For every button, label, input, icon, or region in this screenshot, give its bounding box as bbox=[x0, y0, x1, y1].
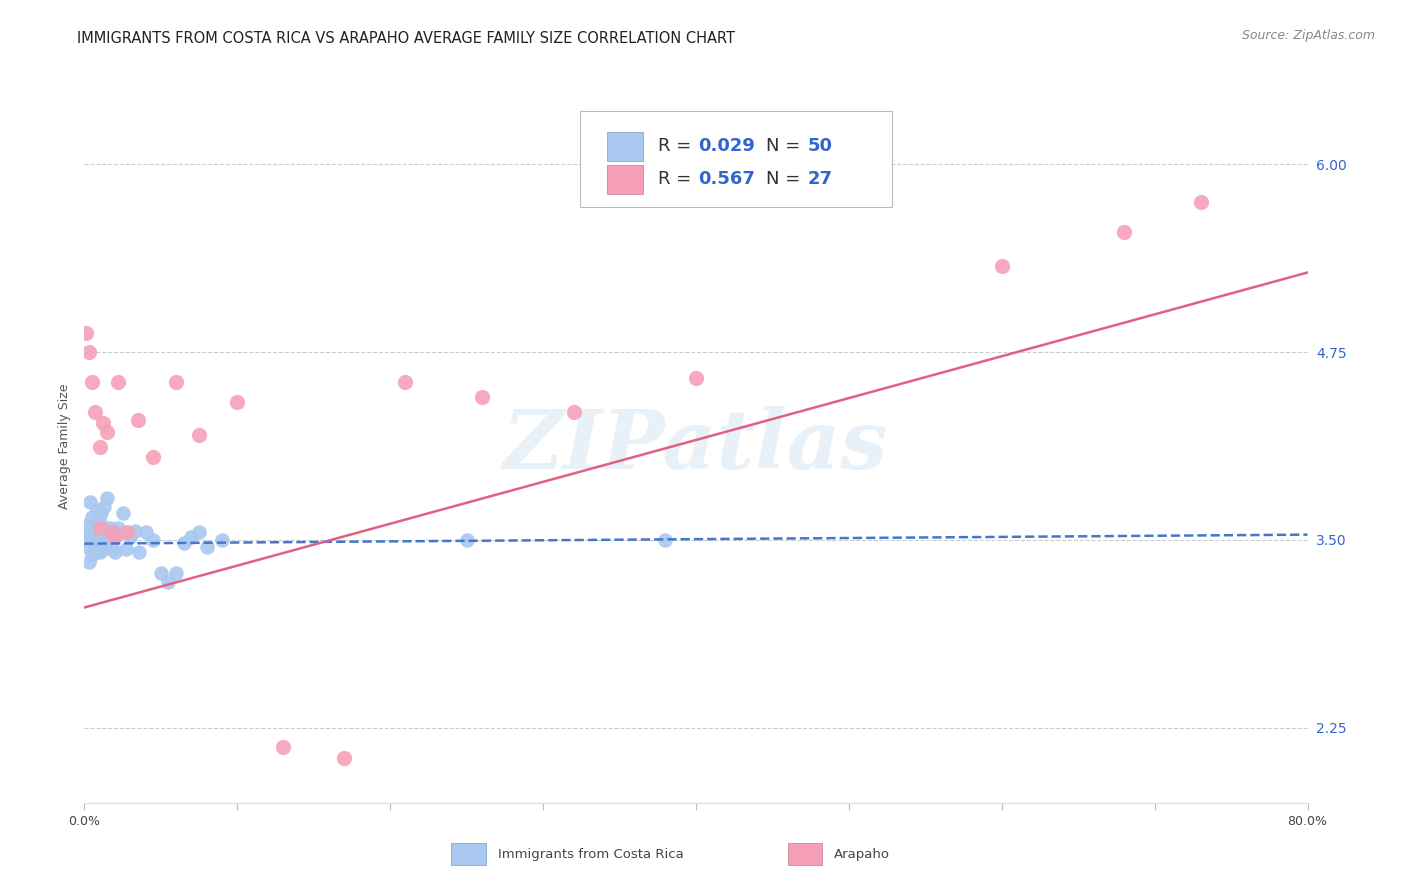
Point bbox=[77, 556, 100, 570]
Point bbox=[86, 503, 108, 517]
FancyBboxPatch shape bbox=[451, 844, 485, 865]
Point bbox=[211, 533, 233, 547]
Text: Arapaho: Arapaho bbox=[834, 847, 890, 861]
Point bbox=[838, 190, 860, 204]
Text: IMMIGRANTS FROM COSTA RICA VS ARAPAHO AVERAGE FAMILY SIZE CORRELATION CHART: IMMIGRANTS FROM COSTA RICA VS ARAPAHO AV… bbox=[77, 31, 735, 46]
Point bbox=[333, 750, 356, 764]
Point bbox=[80, 548, 103, 562]
Text: Source: ZipAtlas.com: Source: ZipAtlas.com bbox=[1241, 29, 1375, 42]
Point bbox=[173, 536, 195, 550]
Text: N =: N = bbox=[766, 170, 806, 188]
Point bbox=[991, 260, 1014, 274]
Point bbox=[94, 533, 117, 547]
Point bbox=[90, 530, 112, 544]
Text: R =: R = bbox=[658, 137, 697, 155]
FancyBboxPatch shape bbox=[606, 165, 644, 194]
Point bbox=[79, 495, 101, 509]
Text: 0.567: 0.567 bbox=[699, 170, 755, 188]
Point bbox=[107, 375, 129, 389]
Point bbox=[165, 375, 187, 389]
Point bbox=[394, 375, 416, 389]
Point bbox=[111, 506, 134, 520]
Point bbox=[101, 541, 124, 556]
FancyBboxPatch shape bbox=[579, 111, 891, 207]
Point bbox=[188, 525, 211, 540]
Point bbox=[84, 525, 107, 540]
Point bbox=[456, 533, 478, 547]
Text: 27: 27 bbox=[807, 170, 832, 188]
FancyBboxPatch shape bbox=[606, 132, 644, 161]
Point bbox=[89, 440, 111, 454]
FancyBboxPatch shape bbox=[787, 844, 823, 865]
Point bbox=[124, 524, 146, 538]
Point bbox=[80, 510, 103, 524]
Point bbox=[77, 525, 100, 540]
Text: 50: 50 bbox=[807, 137, 832, 155]
Point bbox=[97, 530, 120, 544]
Point bbox=[83, 533, 105, 547]
Point bbox=[93, 500, 115, 514]
Point bbox=[90, 506, 112, 520]
Point bbox=[115, 525, 138, 540]
Text: 0.029: 0.029 bbox=[699, 137, 755, 155]
Point bbox=[271, 740, 294, 755]
Point bbox=[86, 541, 108, 555]
Point bbox=[157, 574, 180, 589]
Point bbox=[142, 533, 165, 547]
Point bbox=[89, 545, 111, 559]
Point bbox=[128, 545, 150, 559]
Point bbox=[120, 530, 142, 544]
Y-axis label: Average Family Size: Average Family Size bbox=[58, 384, 72, 508]
Point bbox=[1114, 225, 1136, 239]
Point bbox=[101, 525, 124, 540]
Point bbox=[83, 517, 105, 532]
Point bbox=[87, 521, 110, 535]
Point bbox=[84, 405, 107, 419]
Point bbox=[87, 536, 110, 550]
Point bbox=[188, 427, 211, 442]
Point bbox=[107, 521, 129, 535]
Point bbox=[75, 533, 97, 547]
Point bbox=[654, 533, 676, 547]
Point bbox=[77, 345, 100, 359]
Text: Immigrants from Costa Rica: Immigrants from Costa Rica bbox=[498, 847, 683, 861]
Point bbox=[1189, 194, 1212, 209]
Point bbox=[165, 566, 187, 580]
Point bbox=[89, 521, 111, 535]
Point bbox=[104, 525, 127, 540]
Point bbox=[96, 425, 118, 439]
Point bbox=[195, 541, 218, 555]
Point bbox=[104, 545, 127, 559]
Point bbox=[142, 450, 165, 465]
Point bbox=[135, 525, 157, 540]
Point bbox=[98, 521, 121, 535]
Point bbox=[79, 533, 101, 547]
Point bbox=[226, 394, 249, 409]
Point bbox=[96, 491, 118, 505]
Point bbox=[149, 566, 172, 580]
Point bbox=[685, 370, 707, 384]
Point bbox=[76, 541, 98, 555]
Point bbox=[91, 416, 114, 430]
Point bbox=[91, 541, 114, 556]
Point bbox=[127, 413, 149, 427]
Point bbox=[91, 521, 114, 535]
Text: ZIPatlas: ZIPatlas bbox=[503, 406, 889, 486]
Point bbox=[180, 530, 202, 544]
Point bbox=[84, 545, 107, 559]
Text: N =: N = bbox=[766, 137, 806, 155]
Point bbox=[75, 326, 97, 340]
Point bbox=[103, 533, 125, 547]
Point bbox=[80, 375, 103, 389]
Point bbox=[76, 517, 98, 532]
Text: R =: R = bbox=[658, 170, 697, 188]
Point bbox=[562, 405, 585, 419]
Point bbox=[104, 530, 127, 544]
Point bbox=[114, 541, 136, 556]
Point bbox=[89, 515, 111, 529]
Point bbox=[471, 390, 494, 404]
